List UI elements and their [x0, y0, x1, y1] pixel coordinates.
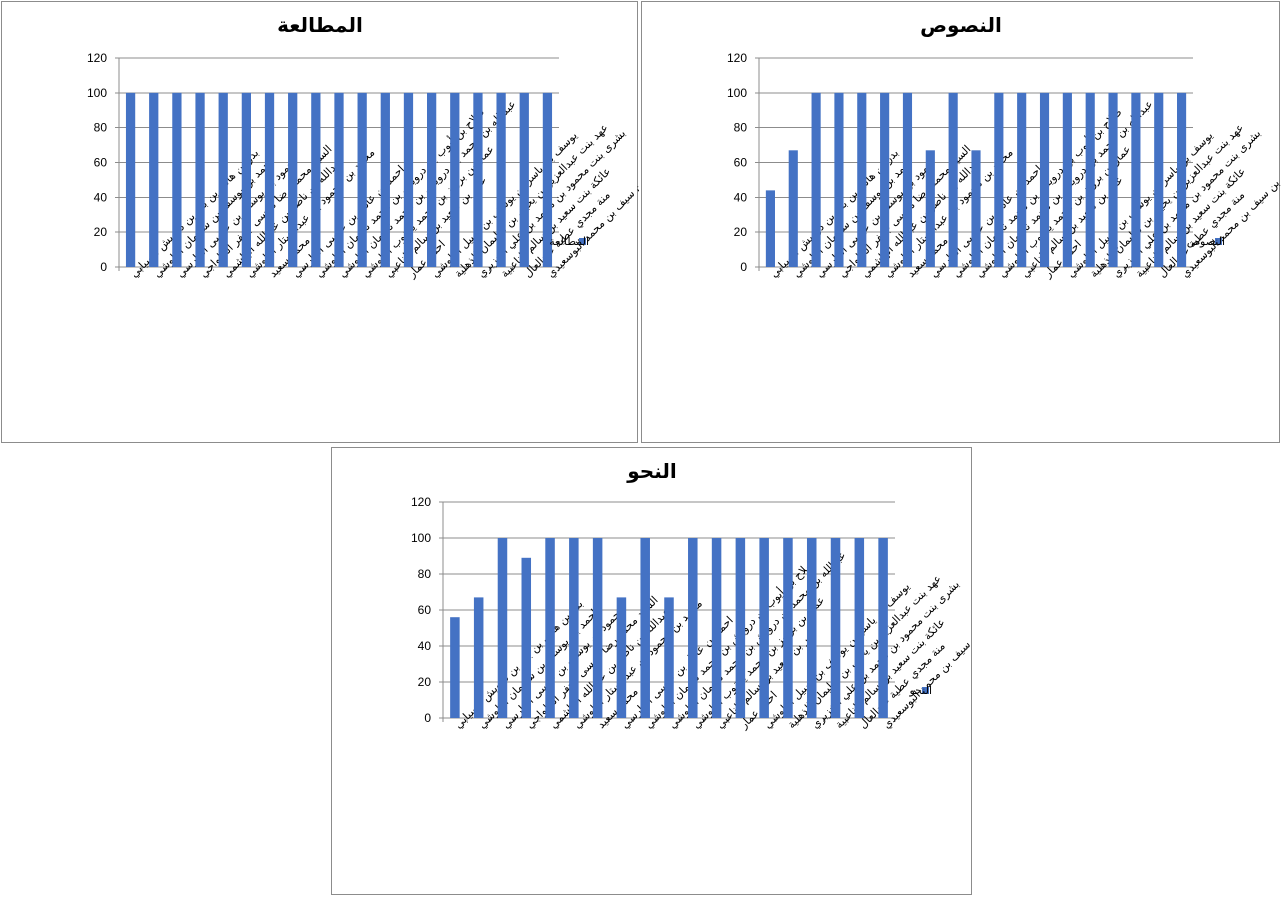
y-tick-label: 60 — [94, 156, 108, 170]
y-tick-label: 120 — [411, 495, 431, 509]
bar — [948, 92, 958, 267]
y-tick-label: 0 — [100, 260, 107, 274]
y-tick-label: 80 — [418, 567, 432, 581]
chart-panel-nahw: النحو 0 20 40 60 80 100 120 بدر بن هاني بن بدر ب… — [331, 447, 973, 895]
y-tick-label: 80 — [94, 121, 108, 135]
bar — [195, 92, 205, 267]
bar — [569, 538, 579, 718]
bar — [125, 92, 136, 267]
y-tick-label: 20 — [418, 675, 432, 689]
bar — [971, 150, 981, 267]
bar — [1177, 92, 1187, 267]
bar — [834, 92, 844, 267]
bar — [1131, 92, 1141, 267]
bar — [496, 92, 506, 267]
bar — [1039, 92, 1050, 267]
bar — [380, 92, 390, 267]
bar — [264, 92, 275, 267]
bar — [878, 538, 888, 718]
y-tick-label: 0 — [424, 711, 431, 725]
bar — [545, 538, 555, 718]
bar — [857, 92, 867, 267]
legend-swatch — [1215, 238, 1222, 245]
bar — [1108, 92, 1118, 267]
chart-title: المطالعة — [277, 13, 363, 37]
bar — [450, 92, 460, 267]
bar — [788, 150, 798, 267]
bar — [664, 597, 674, 718]
bar — [403, 92, 414, 267]
bar — [450, 617, 460, 718]
bar — [427, 92, 437, 267]
bar — [473, 92, 483, 267]
legend-label: المطالعة — [549, 235, 589, 248]
y-tick-label: 120 — [87, 51, 107, 65]
y-tick-label: 100 — [87, 86, 107, 100]
bar — [592, 538, 603, 718]
bar — [854, 538, 865, 718]
bar — [616, 597, 627, 718]
chart-panel-nusus: النصوص 0 20 40 60 80 100 120 بدر بن هاني بن بدر … — [641, 1, 1281, 443]
bar — [1062, 92, 1072, 267]
bar — [765, 190, 775, 267]
bar — [542, 92, 553, 267]
bar — [811, 92, 821, 267]
bar — [735, 538, 746, 718]
bar — [994, 92, 1004, 267]
bar — [783, 538, 793, 718]
bar — [830, 538, 841, 718]
bar — [1085, 92, 1095, 267]
y-tick-label: 40 — [94, 190, 108, 204]
bar — [218, 92, 228, 267]
bar — [925, 150, 935, 267]
y-tick-label: 120 — [727, 51, 747, 65]
y-tick-label: 40 — [418, 639, 432, 653]
bar — [149, 92, 159, 267]
chart-panel-mutalaa: المطالعة 0 20 40 60 80 100 120 بدر بن هاني بن بد… — [1, 1, 639, 443]
bar — [711, 538, 722, 718]
bar — [334, 92, 344, 267]
y-tick-label: 60 — [418, 603, 432, 617]
bar — [880, 92, 890, 267]
bar — [688, 538, 698, 718]
legend-swatch — [922, 687, 929, 694]
bar — [759, 538, 769, 718]
bar — [288, 92, 298, 267]
legend-label: النصوص — [1187, 235, 1225, 248]
bar — [640, 538, 650, 718]
bar — [357, 92, 367, 267]
y-tick-label: 100 — [411, 531, 431, 545]
bar — [172, 92, 182, 267]
bar — [1017, 92, 1027, 267]
chart-title: النصوص — [920, 13, 1002, 37]
chart-title: النحو — [626, 459, 676, 483]
y-tick-label: 80 — [734, 121, 748, 135]
y-tick-label: 100 — [727, 86, 747, 100]
bar — [1154, 92, 1164, 267]
bar — [521, 557, 532, 718]
y-tick-label: 40 — [734, 190, 748, 204]
bar — [241, 92, 251, 267]
y-tick-label: 20 — [94, 225, 108, 239]
bar — [497, 538, 508, 718]
legend-label: النحو — [908, 684, 932, 697]
y-tick-label: 0 — [740, 260, 747, 274]
y-tick-label: 20 — [734, 225, 748, 239]
bar — [311, 92, 321, 267]
bar — [519, 92, 529, 267]
legend-swatch — [579, 238, 586, 245]
y-tick-label: 60 — [734, 156, 748, 170]
bar — [902, 92, 913, 267]
bar — [806, 538, 817, 718]
bar — [473, 597, 484, 718]
